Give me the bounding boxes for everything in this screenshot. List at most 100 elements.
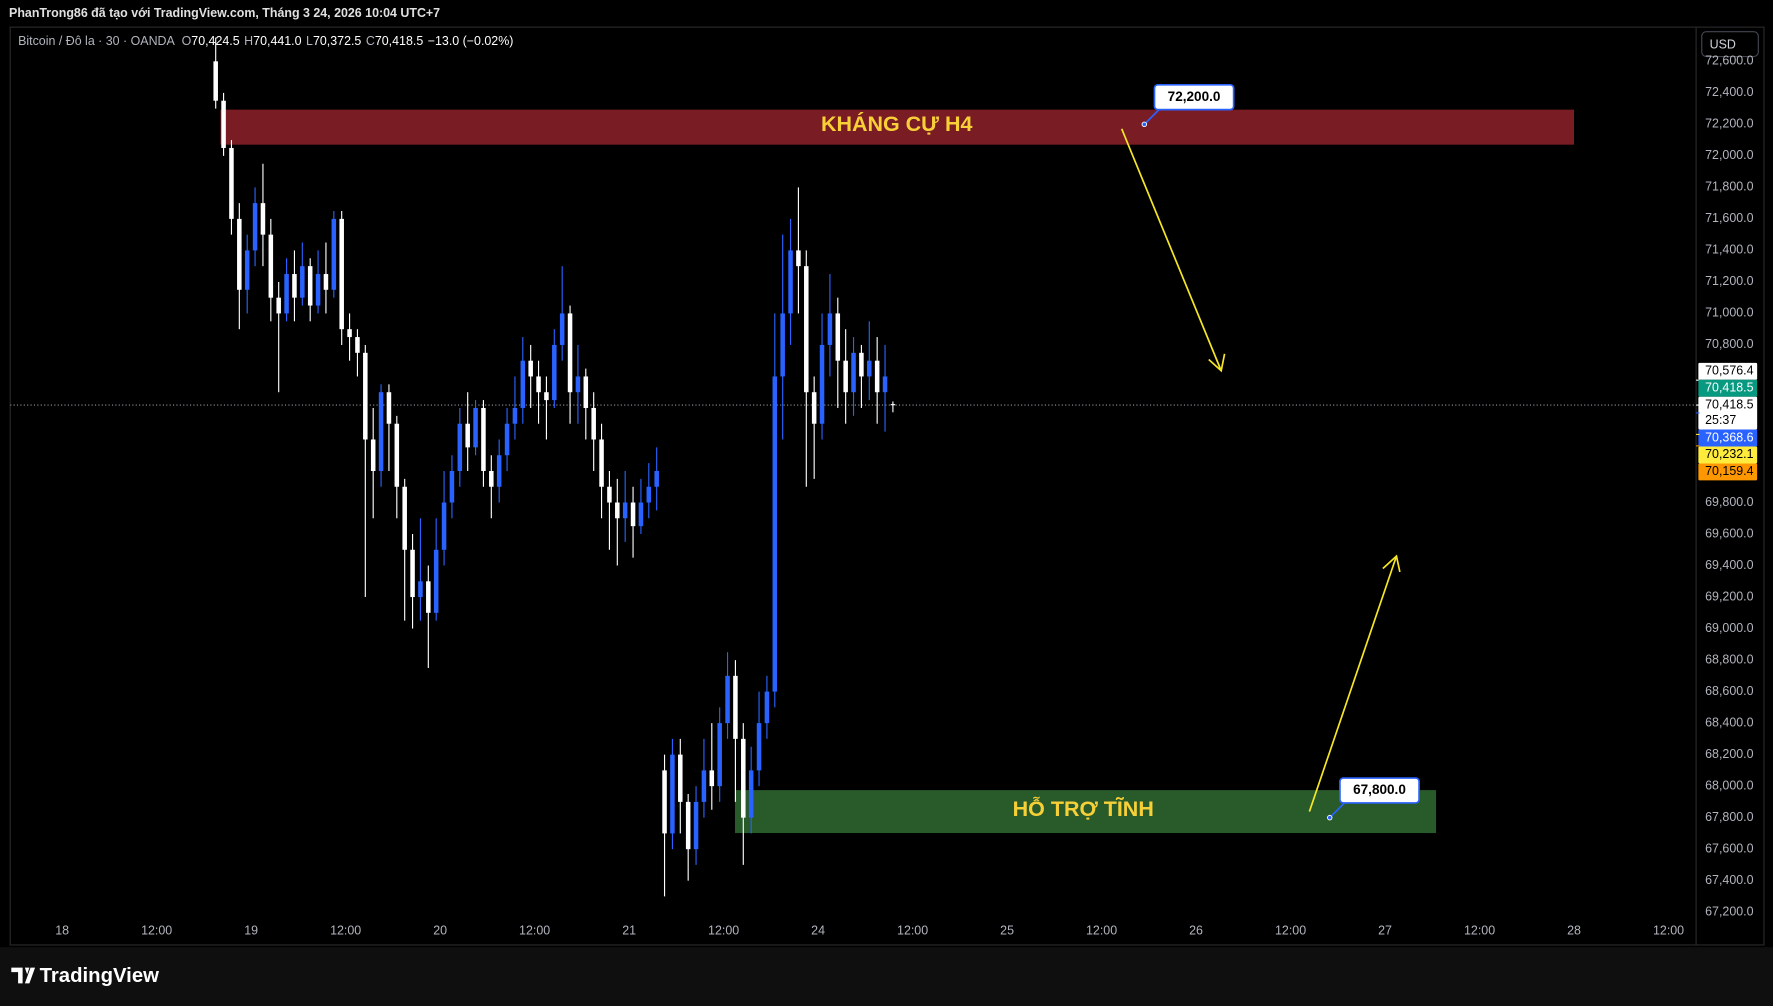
y-tick-label: 72,200.0 [1705,117,1753,131]
candle-body [300,266,305,298]
callout-anchor [1141,121,1148,128]
price-label: 70,368.6 [1705,430,1753,444]
candle-body [276,297,281,314]
candle-body [363,352,368,440]
y-tick-label: 68,200.0 [1705,747,1753,761]
candle-body [654,470,659,487]
arrow-head [1382,554,1401,573]
candle-body [544,392,549,401]
candle-body [370,439,376,471]
y-tick-label: 71,600.0 [1705,211,1753,225]
candle-body [512,407,518,424]
x-tick-label: 19 [244,924,258,938]
candle-body [559,313,565,345]
legend-value: 70,418.5 [375,34,423,48]
callout-connector [1329,801,1347,819]
price-label-box [1698,379,1758,397]
candle-body [410,549,415,598]
legend: Bitcoin / Đô la · 30 · OANDA O70,424.5 H70… [18,34,513,48]
y-tick-label: 69,600.0 [1705,526,1753,540]
callout-box [1339,777,1420,804]
currency-button-box[interactable] [1701,31,1759,58]
candle-body [331,218,337,290]
candle-body [622,502,628,519]
currency-button[interactable]: USD [1701,31,1759,58]
candle-body [433,549,439,613]
y-tick-label: 71,800.0 [1705,180,1753,194]
y-tick-label: 72,000.0 [1705,148,1753,162]
legend-change: −13.0 (−0.02%) [428,34,514,48]
zones [220,109,1574,834]
y-tick-label: 67,200.0 [1705,904,1753,918]
x-tick-label: 24 [811,924,825,938]
callout-label: 72,200.0 [1168,89,1221,104]
price-label-box [1698,429,1758,447]
support-zone [734,790,1437,834]
candle-body [615,502,620,519]
candle-body [504,423,510,456]
x-tick-label: 12:00 [1653,924,1684,938]
candle-body [843,360,848,393]
x-tick-label: 18 [55,924,69,938]
legend-key: C [366,34,375,48]
candle-body [583,376,589,408]
y-tick-label: 68,600.0 [1705,684,1753,698]
y-tick-label: 71,200.0 [1705,274,1753,288]
candle-body [867,360,872,377]
candle-body [481,407,486,471]
y-tick-label: 67,800.0 [1705,810,1753,824]
x-tick-label: 12:00 [330,924,361,938]
y-tick-label: 67,400.0 [1705,873,1753,887]
candle-body [819,344,825,424]
x-tick-label: 25 [1000,924,1014,938]
candle-body [489,470,494,487]
candle-body [402,486,407,550]
logo-text: TradingView [40,965,160,987]
candle-body [315,274,321,306]
candle-body [796,250,801,267]
price-label-box [1698,446,1758,464]
candle-body [788,250,793,314]
candle-body [567,313,573,393]
candle-body [646,486,652,503]
candle-body [221,100,226,148]
candle-body [890,404,896,406]
candle-body [599,439,604,487]
x-tick-label: 12:00 [141,924,172,938]
candle-body [441,502,447,550]
price-label-box [1698,362,1758,380]
arrow-down [1120,128,1222,372]
candle-body [292,274,297,298]
candle-body [835,313,841,361]
currency-button-text[interactable]: USD [1710,37,1736,51]
candle-body [701,770,707,802]
candle-body [733,675,738,739]
header-text: PhanTrong86 đã tạo với TradingView.com, … [9,6,440,20]
callout-label: 67,800.0 [1353,782,1406,797]
candle-body [764,691,770,724]
candle-body [229,147,234,219]
candle-body [670,754,675,834]
candle-body [882,376,888,393]
candle-body [465,423,470,448]
price-label: 70,232.1 [1705,447,1753,461]
legend-symbol: Bitcoin / Đô la · 30 · OANDA [18,34,175,48]
candle-body [575,376,581,393]
x-tick-label: 26 [1189,924,1203,938]
candle-body [457,423,463,471]
candle-body [528,360,533,377]
candle-body [496,455,502,487]
candle-body [339,218,344,330]
x-tick-label: 12:00 [519,924,550,938]
x-tick-label: 12:00 [897,924,928,938]
candle-body [772,376,778,692]
callout-anchor [1327,814,1333,821]
y-tick-label: 72,600.0 [1705,54,1753,68]
y-tick-label: 71,000.0 [1705,306,1753,320]
candle-body [678,754,683,802]
price-label: 70,418.5 [1705,381,1753,395]
candle-body [756,723,762,771]
candle-body [811,392,817,424]
plot-area [10,37,1697,897]
candle-body [386,392,392,424]
